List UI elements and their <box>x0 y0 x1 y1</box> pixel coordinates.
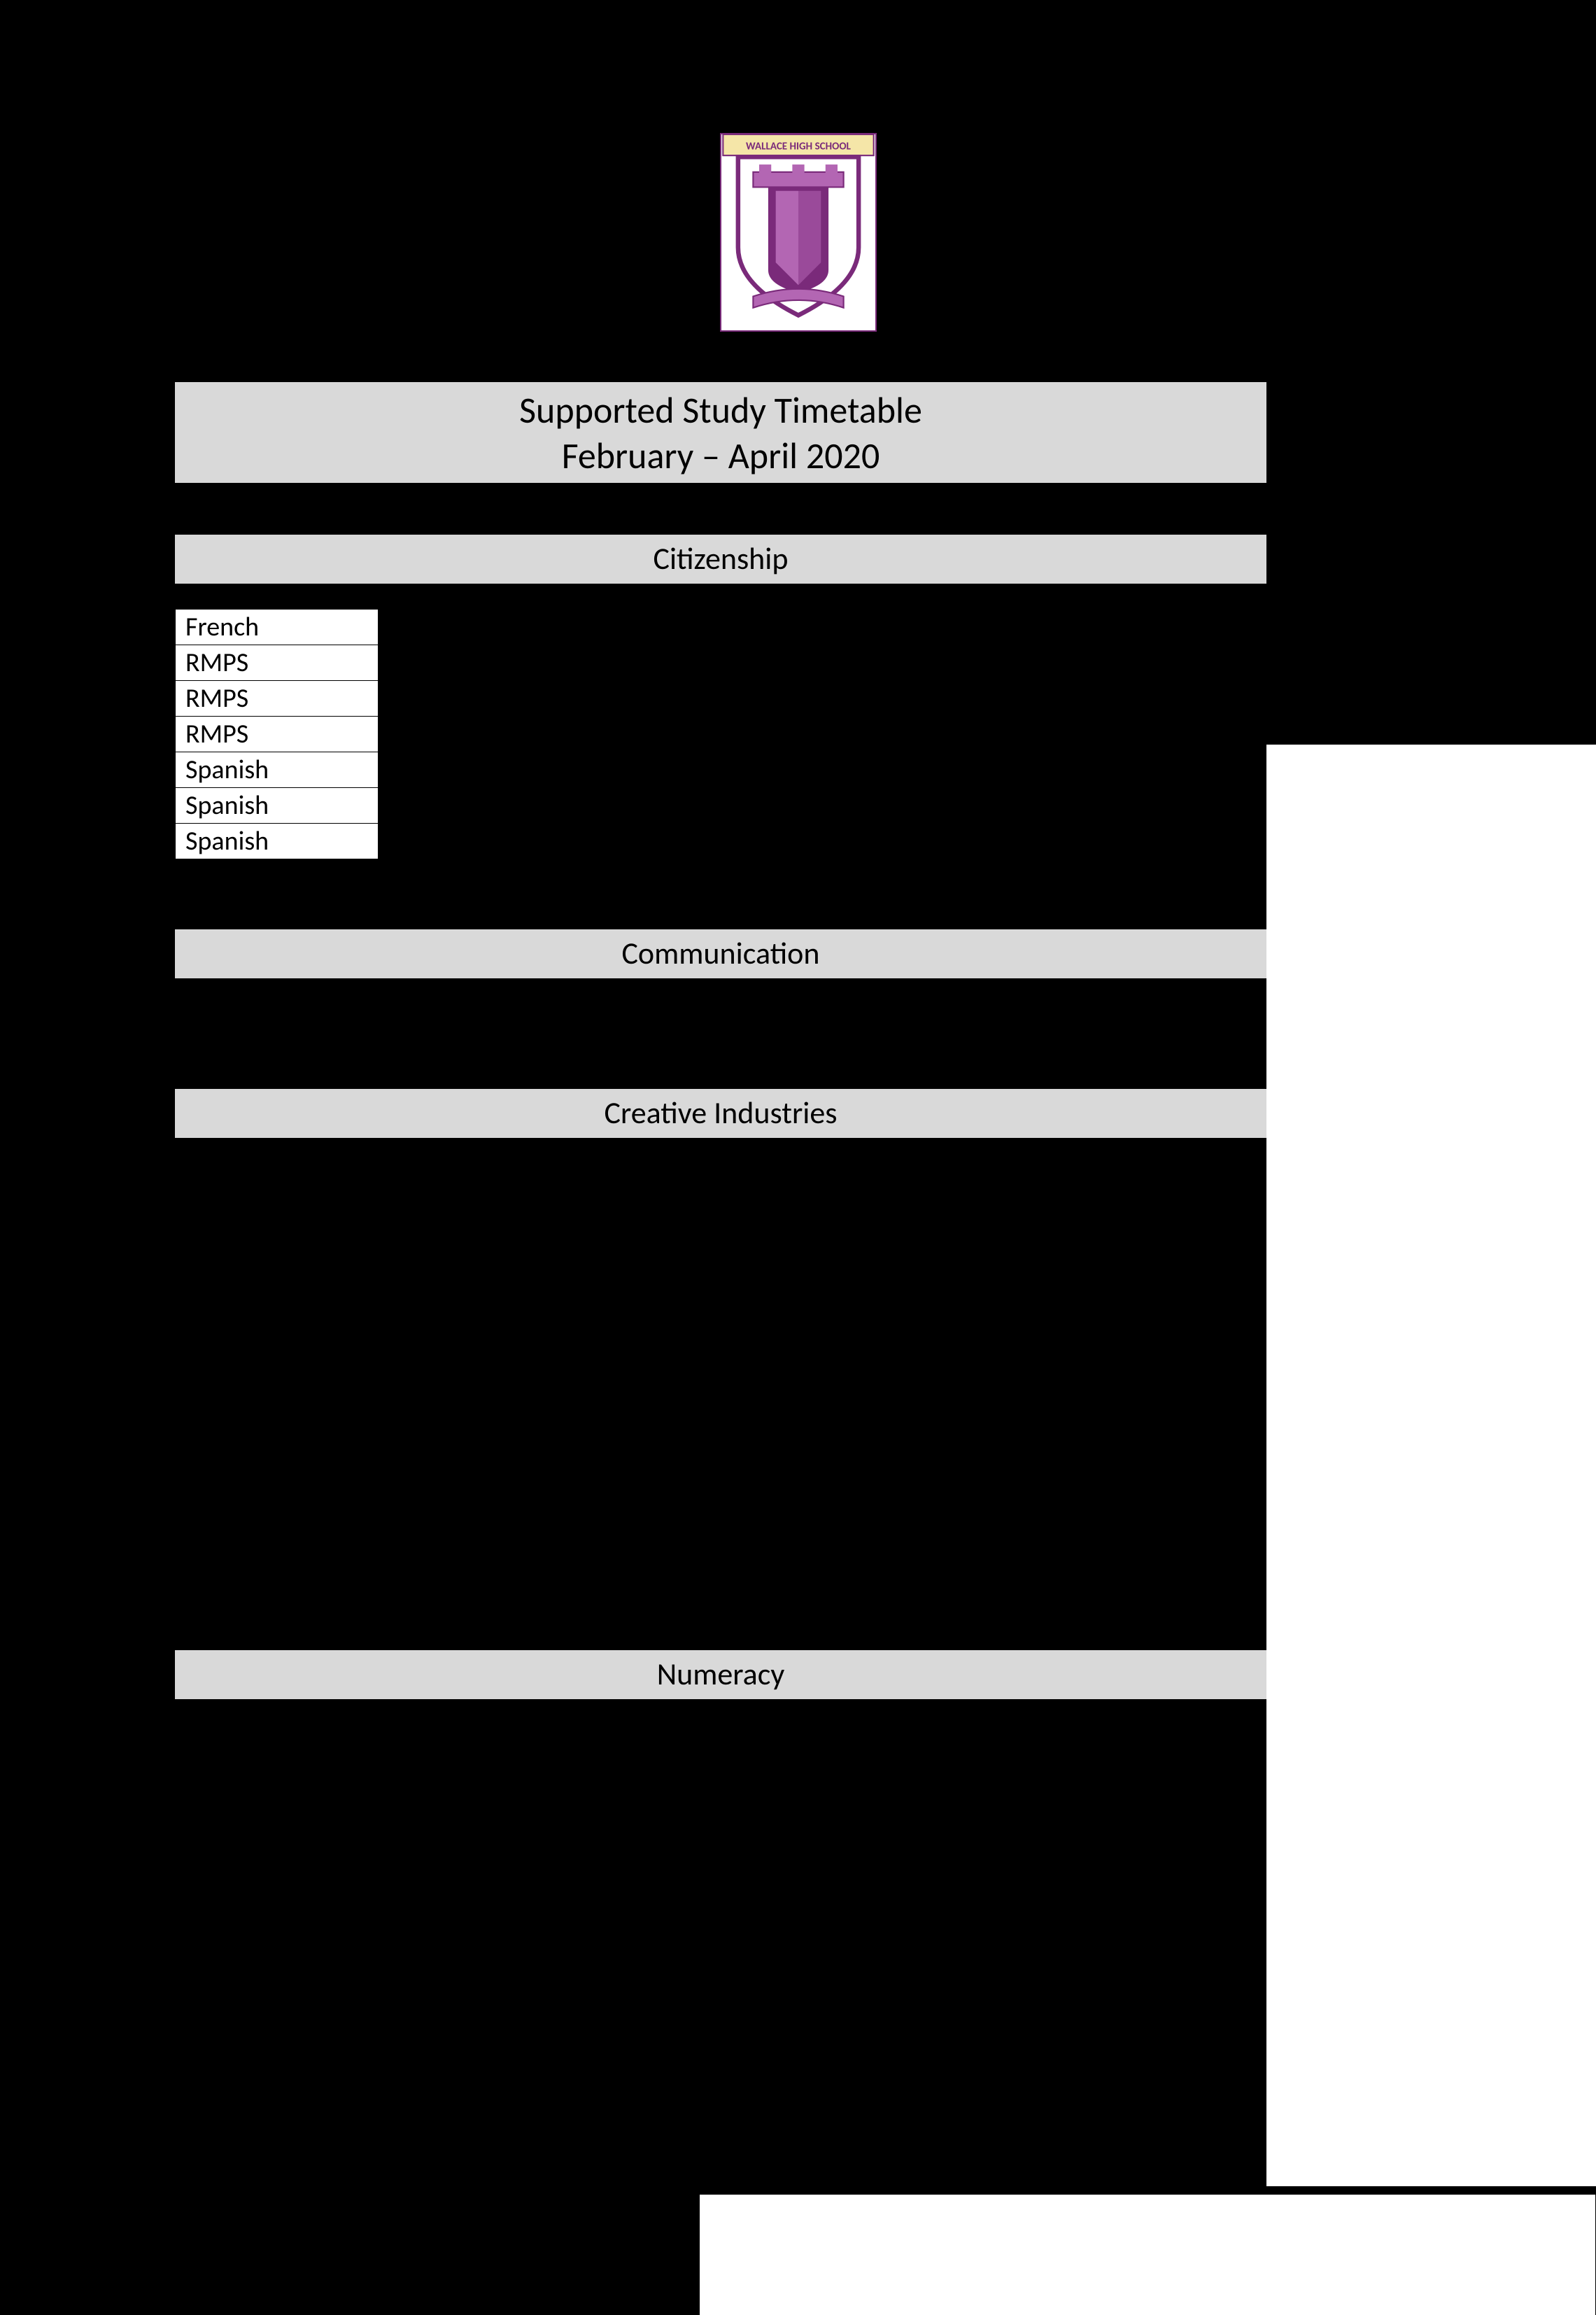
table-row: Spanish <box>176 824 379 859</box>
subject-cell: Spanish <box>176 752 379 788</box>
table-row: French <box>176 610 379 645</box>
table-row: RMPS <box>176 717 379 752</box>
subject-cell: Spanish <box>176 788 379 824</box>
section-header-citizenship: Citizenship <box>175 535 1266 584</box>
section-header-numeracy: Numeracy <box>175 1650 1266 1699</box>
subject-cell: RMPS <box>176 681 379 717</box>
table-row: Spanish <box>176 788 379 824</box>
blank-region <box>1266 745 1596 2186</box>
subject-cell: French <box>176 610 379 645</box>
title-line-1: Supported Study Timetable <box>175 388 1266 433</box>
title-line-2: February – April 2020 <box>175 433 1266 479</box>
section-header-creative-industries: Creative Industries <box>175 1089 1266 1138</box>
blank-region <box>700 2195 1595 2315</box>
subject-cell: RMPS <box>176 645 379 681</box>
table-row: RMPS <box>176 681 379 717</box>
svg-text:WALLACE HIGH SCHOOL: WALLACE HIGH SCHOOL <box>746 141 851 153</box>
school-logo: WALLACE HIGH SCHOOL <box>720 133 877 332</box>
citizenship-table: FrenchRMPSRMPSRMPSSpanishSpanishSpanish <box>175 609 379 859</box>
subject-cell: Spanish <box>176 824 379 859</box>
page-title: Supported Study Timetable February – Apr… <box>175 382 1266 483</box>
section-header-communication: Communication <box>175 929 1266 978</box>
table-row: RMPS <box>176 645 379 681</box>
table-row: Spanish <box>176 752 379 788</box>
school-crest-icon: WALLACE HIGH SCHOOL <box>721 134 875 330</box>
subject-cell: RMPS <box>176 717 379 752</box>
